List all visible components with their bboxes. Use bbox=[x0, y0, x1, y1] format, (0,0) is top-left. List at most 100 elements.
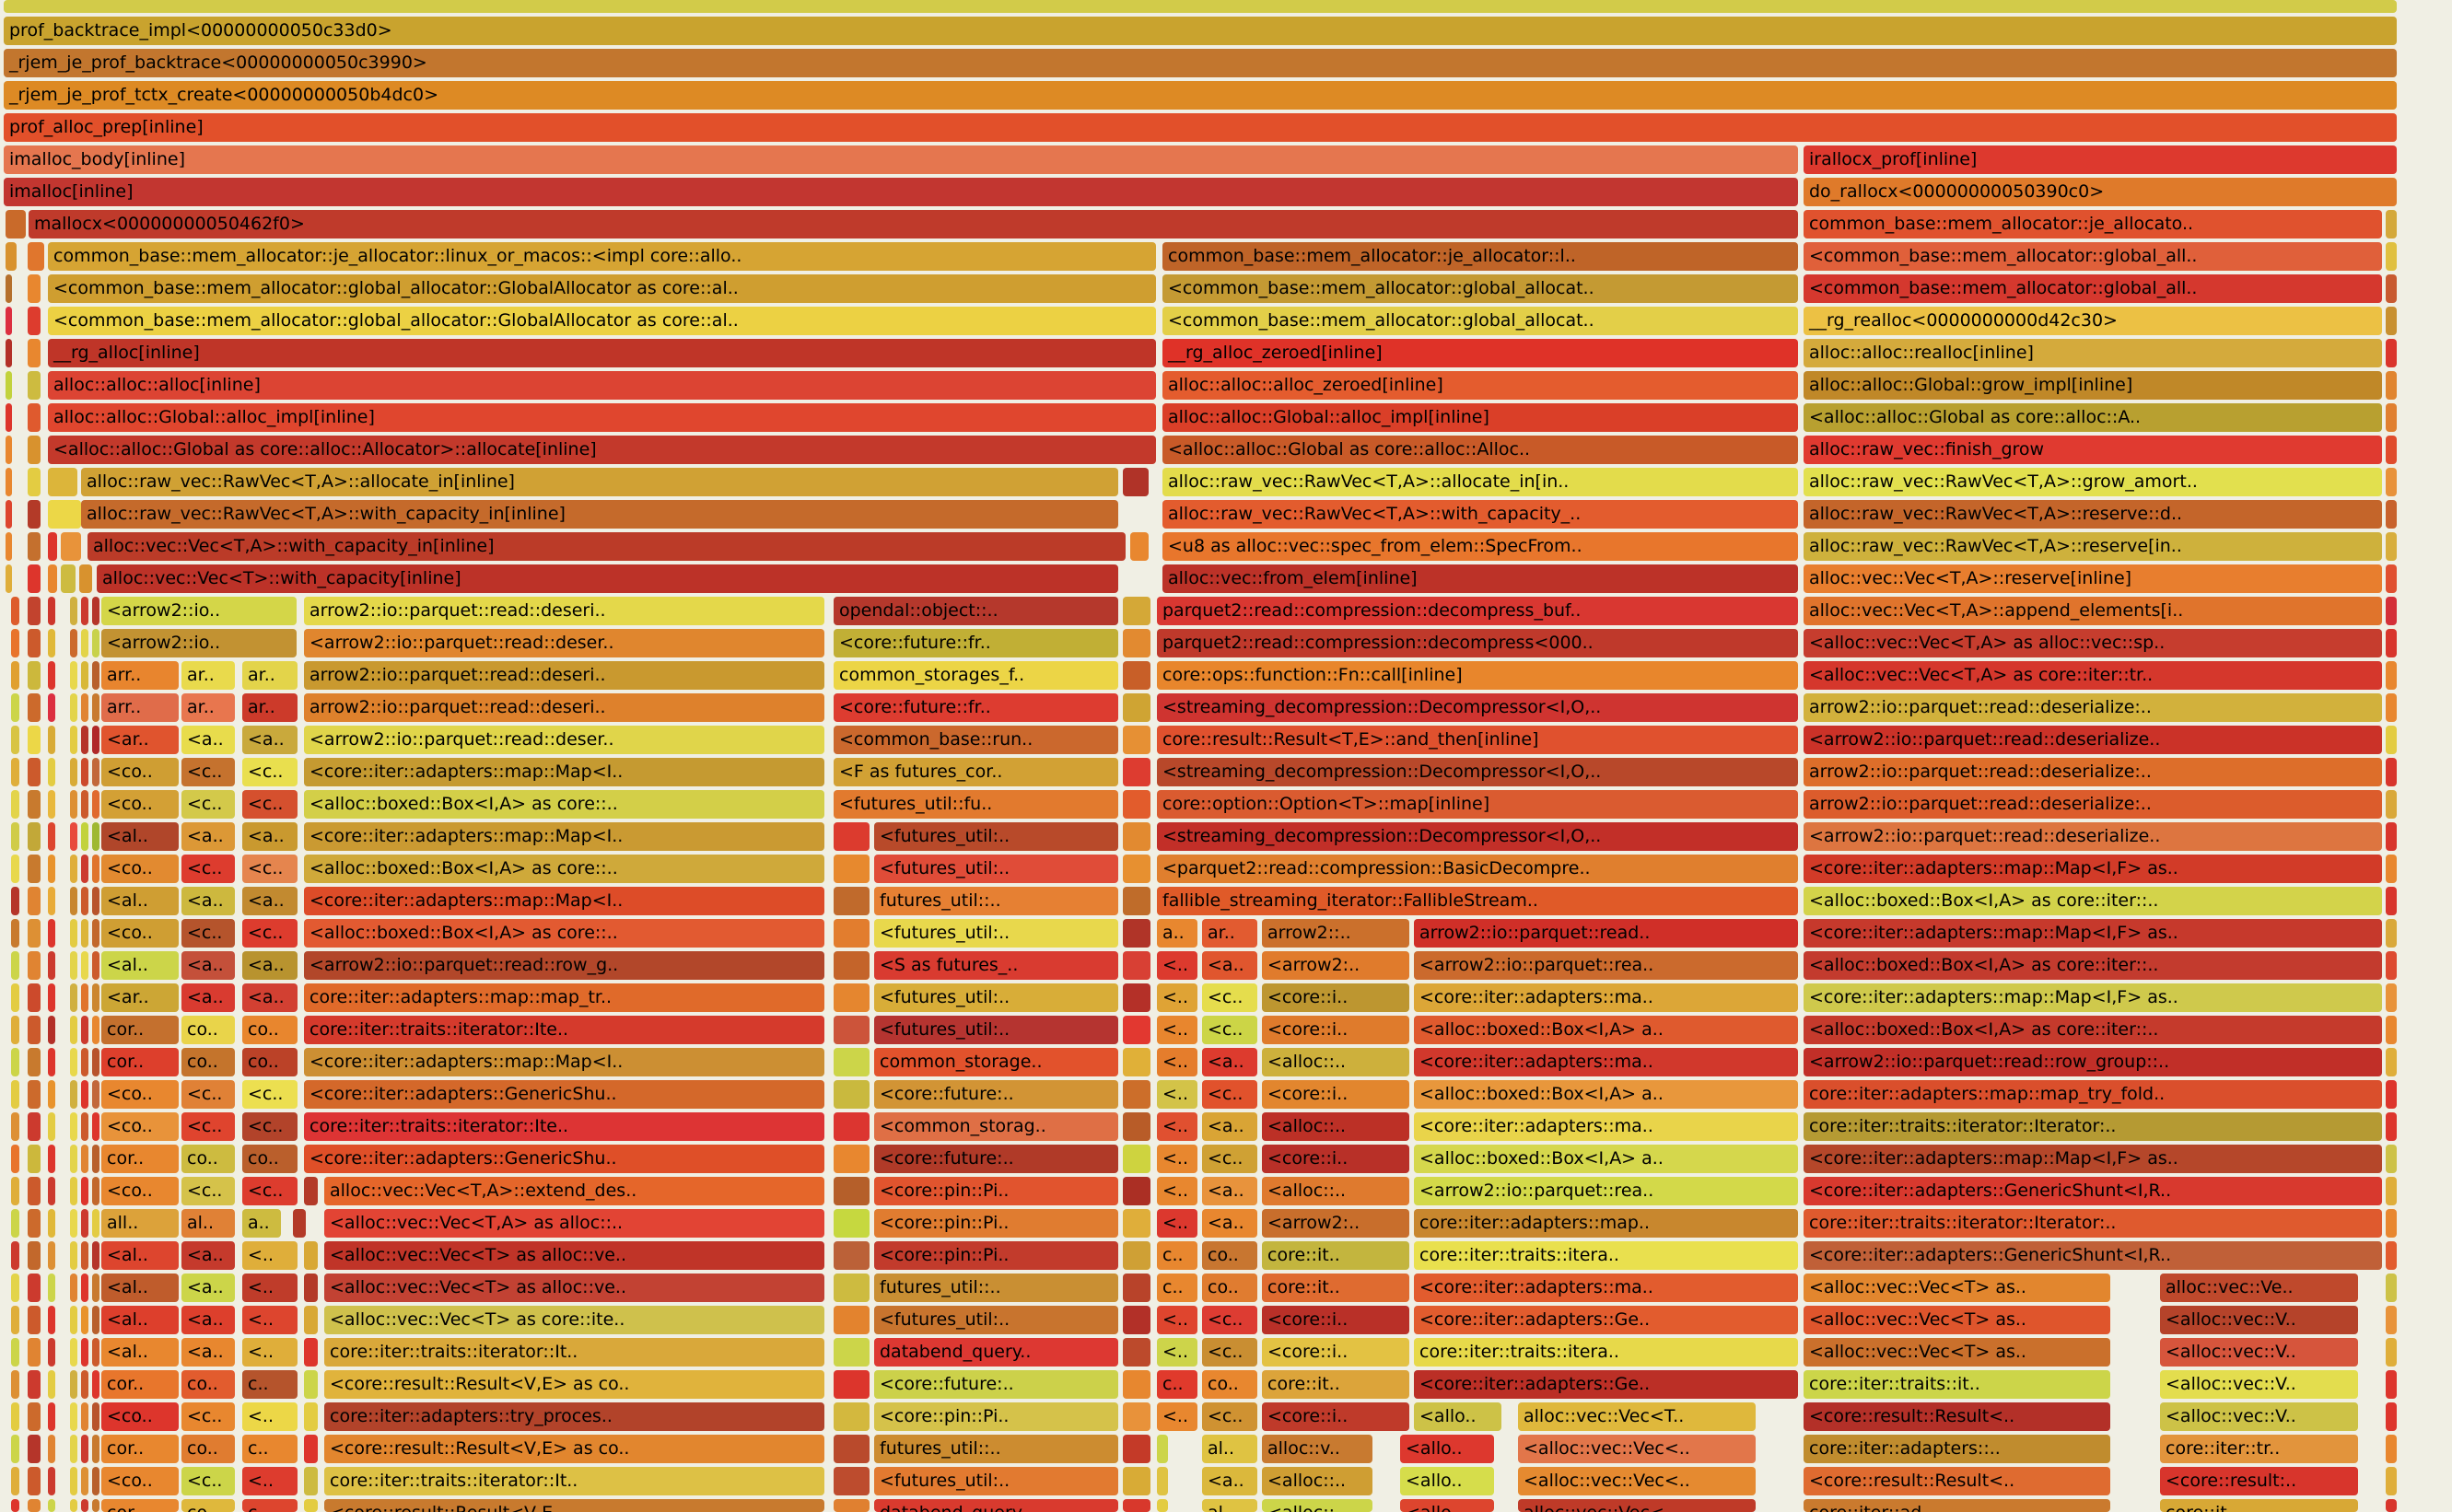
flame-frame[interactable]: <core::iter::adapters::GenericShu.. bbox=[304, 1145, 824, 1173]
flame-frame[interactable]: core::iter::traits::iterator::Ite.. bbox=[304, 1016, 824, 1044]
flame-frame[interactable]: arrow2::io::parquet::read::deseri.. bbox=[304, 597, 824, 625]
flame-frame[interactable]: <c.. bbox=[242, 1080, 298, 1109]
flame-frame[interactable] bbox=[11, 1338, 19, 1367]
flame-frame[interactable]: common_base::mem_allocator::je_allocator… bbox=[1162, 242, 1798, 271]
flame-frame[interactable]: cor.. bbox=[101, 1048, 179, 1076]
flame-frame[interactable] bbox=[81, 919, 88, 948]
flame-frame[interactable]: <c.. bbox=[1202, 1080, 1257, 1109]
flame-frame[interactable] bbox=[304, 1338, 318, 1367]
flame-frame[interactable] bbox=[834, 919, 870, 948]
flame-frame[interactable]: opendal::object::.. bbox=[834, 597, 1118, 625]
flame-frame[interactable]: c.. bbox=[242, 1370, 298, 1399]
flame-frame[interactable]: <a.. bbox=[1202, 1177, 1257, 1205]
flame-frame[interactable]: <a.. bbox=[181, 1241, 235, 1270]
flame-frame[interactable]: <core::result::Result<V,E> as co.. bbox=[324, 1370, 824, 1399]
flame-frame[interactable] bbox=[81, 1467, 88, 1495]
flame-frame[interactable] bbox=[81, 855, 88, 883]
flame-frame[interactable]: co.. bbox=[181, 1016, 235, 1044]
flame-frame[interactable]: imalloc[inline] bbox=[4, 178, 1798, 206]
flame-frame[interactable]: core::result::Result<T,E>::and_then[inli… bbox=[1157, 726, 1798, 754]
flame-frame[interactable]: <co.. bbox=[101, 1112, 179, 1141]
flame-frame[interactable] bbox=[81, 693, 88, 722]
flame-frame[interactable] bbox=[28, 403, 41, 432]
flame-frame[interactable]: core::iter::traits::it.. bbox=[1804, 1370, 2110, 1399]
flame-frame[interactable]: <core::iter::adapters::map::Map<I,F> as.… bbox=[1804, 855, 2382, 883]
flame-frame[interactable]: co.. bbox=[242, 1016, 298, 1044]
flame-frame[interactable] bbox=[11, 726, 19, 754]
flame-frame[interactable]: <core::iter::adapters::ma.. bbox=[1414, 1274, 1798, 1302]
flame-frame[interactable] bbox=[2386, 758, 2397, 786]
flame-frame[interactable]: <arrow2::io::parquet::rea.. bbox=[1414, 1177, 1798, 1205]
flame-frame[interactable]: <alloc::vec::Vec<T,A> as core::iter::tr.… bbox=[1804, 661, 2382, 690]
flame-frame[interactable]: <core::iter::adapters::ma.. bbox=[1414, 983, 1798, 1012]
flame-frame[interactable]: <a.. bbox=[181, 1338, 235, 1367]
flame-frame[interactable]: <core::iter::adapters::GenericShu.. bbox=[304, 1080, 824, 1109]
flame-frame[interactable] bbox=[70, 822, 77, 851]
flame-frame[interactable]: <c.. bbox=[242, 790, 298, 819]
flame-frame[interactable] bbox=[28, 468, 41, 496]
flame-frame[interactable] bbox=[70, 693, 77, 722]
flame-frame[interactable]: c.. bbox=[1157, 1370, 1197, 1399]
flame-frame[interactable]: <arrow2::io::parquet::read::row_group::.… bbox=[1804, 1048, 2382, 1076]
flame-frame[interactable] bbox=[28, 307, 41, 335]
flame-frame[interactable] bbox=[834, 1499, 870, 1512]
flame-frame[interactable] bbox=[2386, 532, 2397, 561]
flame-frame[interactable]: prof_alloc_prep[inline] bbox=[4, 113, 2397, 142]
flame-frame[interactable]: <.. bbox=[1157, 1209, 1197, 1238]
flame-frame[interactable] bbox=[92, 790, 99, 819]
flame-frame[interactable]: <.. bbox=[1157, 1338, 1197, 1367]
flame-frame[interactable]: <core::result::Result<V,E> as co.. bbox=[324, 1435, 824, 1463]
flame-frame[interactable]: <core::future:.. bbox=[874, 1370, 1118, 1399]
flame-frame[interactable]: <a.. bbox=[181, 1274, 235, 1302]
flame-frame[interactable] bbox=[11, 822, 19, 851]
flame-frame[interactable] bbox=[2386, 1274, 2397, 1302]
flame-frame[interactable]: arrow2::io::parquet::read::deserialize:.… bbox=[1804, 790, 2382, 819]
flame-frame[interactable]: <alloc::boxed::Box<I,A> a.. bbox=[1414, 1080, 1798, 1109]
flame-frame[interactable] bbox=[92, 1112, 99, 1141]
flame-frame[interactable] bbox=[2386, 403, 2397, 432]
flame-frame[interactable]: _rjem_je_prof_backtrace<00000000050c3990… bbox=[4, 49, 2397, 77]
flame-frame[interactable] bbox=[92, 1402, 99, 1431]
flame-frame[interactable] bbox=[92, 822, 99, 851]
flame-frame[interactable] bbox=[304, 1370, 318, 1399]
flame-frame[interactable] bbox=[70, 1274, 77, 1302]
flame-frame[interactable]: <a.. bbox=[1202, 1209, 1257, 1238]
flame-frame[interactable] bbox=[70, 1080, 77, 1109]
flame-frame[interactable]: <streaming_decompression::Decompressor<I… bbox=[1157, 758, 1798, 786]
flame-frame[interactable]: arrow2::io::parquet::read.. bbox=[1414, 919, 1798, 948]
flame-frame[interactable] bbox=[6, 500, 12, 529]
flame-frame[interactable] bbox=[28, 1274, 41, 1302]
flame-frame[interactable] bbox=[2386, 1209, 2397, 1238]
flame-frame[interactable] bbox=[48, 1306, 55, 1334]
flame-frame[interactable]: <core::future:.. bbox=[874, 1145, 1118, 1173]
flame-frame[interactable]: <.. bbox=[1157, 1048, 1197, 1076]
flame-frame[interactable]: <.. bbox=[242, 1402, 298, 1431]
flame-frame[interactable] bbox=[28, 693, 41, 722]
flame-frame[interactable] bbox=[70, 597, 77, 625]
flame-frame[interactable] bbox=[28, 1370, 41, 1399]
flame-frame[interactable] bbox=[48, 1274, 55, 1302]
flame-frame[interactable]: <co.. bbox=[101, 1467, 179, 1495]
flame-frame[interactable]: <futures_util:.. bbox=[874, 983, 1118, 1012]
flame-frame[interactable]: <futures_util:.. bbox=[874, 1306, 1118, 1334]
flame-frame[interactable] bbox=[28, 919, 41, 948]
flame-frame[interactable] bbox=[2386, 339, 2397, 367]
flame-frame[interactable] bbox=[834, 951, 870, 980]
flame-frame[interactable]: c.. bbox=[1157, 1241, 1197, 1270]
flame-frame[interactable]: <alloc::vec::Vec<T> as.. bbox=[1804, 1274, 2110, 1302]
flame-frame[interactable]: <co.. bbox=[101, 855, 179, 883]
flame-frame[interactable] bbox=[2386, 1435, 2397, 1463]
flame-frame[interactable]: parquet2::read::compression::decompress_… bbox=[1157, 597, 1798, 625]
flame-frame[interactable]: <c.. bbox=[181, 1177, 235, 1205]
flame-frame[interactable]: <alloc::vec::Vec<T> as alloc::ve.. bbox=[324, 1241, 824, 1270]
flame-frame[interactable]: <c.. bbox=[242, 919, 298, 948]
flame-frame[interactable]: al.. bbox=[1202, 1435, 1257, 1463]
flame-frame[interactable]: all.. bbox=[101, 1209, 179, 1238]
flame-frame[interactable] bbox=[1123, 1048, 1150, 1076]
flame-frame[interactable]: <core::iter::adapters::map::Map<I.. bbox=[304, 822, 824, 851]
flame-frame[interactable] bbox=[28, 1435, 41, 1463]
flame-frame[interactable]: arr.. bbox=[101, 693, 179, 722]
flame-frame[interactable]: <common_base::mem_allocator::global_allo… bbox=[48, 307, 1156, 335]
flame-frame[interactable]: <c.. bbox=[1202, 983, 1257, 1012]
flame-frame[interactable] bbox=[28, 1338, 41, 1367]
